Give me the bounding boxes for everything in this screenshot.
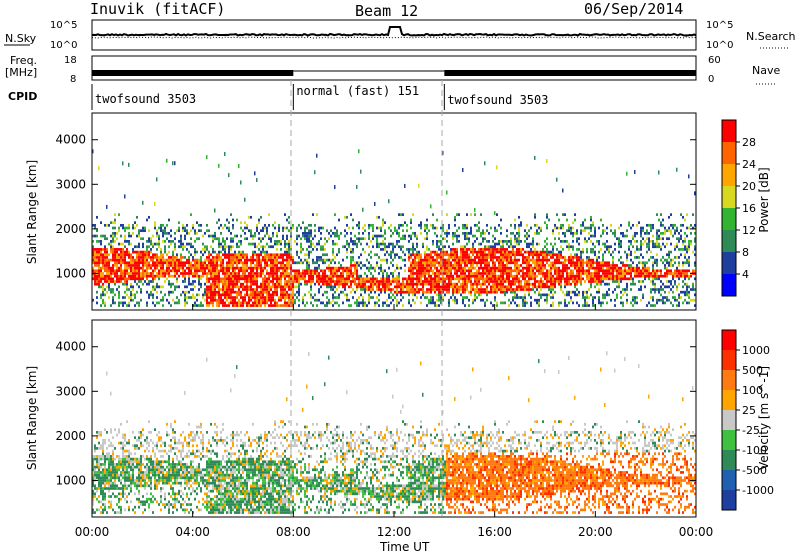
beam-title: Beam 12: [355, 2, 418, 20]
power-colorbar-label: Power [dB]: [757, 167, 771, 232]
colorbar-tick-label: 1000: [742, 344, 770, 357]
colorbar-tick-label: 28: [742, 136, 756, 149]
y-tick-label: 1000: [55, 473, 86, 487]
colorbar-segment: [722, 350, 736, 371]
colorbar-tick-label: 25: [742, 404, 756, 417]
cpid-segment-label: twofsound 3503: [95, 92, 196, 106]
nsky-label: N.Sky: [5, 32, 37, 45]
colorbar-segment: [722, 230, 736, 253]
nave-tick-low: 0: [708, 74, 714, 85]
cpid-segments: twofsound 3503 normal (fast) 151 twofsound…: [91, 84, 548, 110]
nsearch-label: N.Search: [746, 30, 796, 43]
colorbar-tick-label: 8: [742, 246, 749, 259]
x-axis-label: Time UT: [379, 540, 430, 554]
colorbar-segment: [722, 120, 736, 143]
y-tick-label: 4000: [55, 340, 86, 354]
colorbar-tick-label: -25: [742, 424, 760, 437]
colorbar-segment: [722, 410, 736, 431]
colorbar-tick-label: 20: [742, 180, 756, 193]
cpid-segment-label: twofsound 3503: [447, 93, 548, 107]
colorbar-tick-label: -500: [742, 464, 767, 477]
colorbar-segment: [722, 164, 736, 187]
nsearch-tick-high: 10^5: [706, 20, 733, 31]
colorbar-tick-label: -100: [742, 444, 767, 457]
colorbar-segment: [722, 390, 736, 411]
x-tick-label: 16:00: [477, 525, 512, 539]
station-title: Inuvik (fitACF): [90, 0, 225, 18]
colorbar-tick-label: 24: [742, 158, 756, 171]
freq-panel-frame: [91, 55, 697, 81]
nsky-tick-high: 10^5: [50, 20, 77, 31]
velocity-colorbar-label: Velocity [m s^-1]: [757, 366, 771, 470]
y-tick-label: 4000: [55, 133, 86, 147]
x-axis-ticks: 00:00 04:00 08:00 12:00 16:00 20:00 00:00: [75, 304, 714, 539]
power-colorbar: 28 24 20 16 12 8 4: [721, 119, 756, 297]
x-tick-label: 12:00: [377, 525, 412, 539]
colorbar-segment: [722, 186, 736, 209]
nsky-trace: [91, 26, 697, 37]
colorbar-segment: [722, 490, 736, 511]
x-tick-label: 00:00: [75, 525, 110, 539]
cpid-label: CPID: [8, 90, 37, 103]
colorbar-tick-label: 500: [742, 364, 763, 377]
colorbar-segment: [722, 450, 736, 471]
colorbar-segment: [722, 430, 736, 451]
x-tick-label: 04:00: [175, 525, 210, 539]
power-y-ticks: 4000 3000 2000 1000: [55, 133, 696, 280]
colorbar-segment: [722, 330, 736, 351]
freq-label: Freq.: [10, 54, 37, 67]
colorbar-segment: [722, 274, 736, 297]
power-ylabel: Slant Range [km]: [25, 160, 39, 264]
colorbar-tick-label: 12: [742, 224, 756, 237]
y-tick-label: 2000: [55, 429, 86, 443]
nsearch-trace: [91, 36, 697, 39]
colorbar-segment: [722, 252, 736, 275]
y-tick-label: 3000: [55, 177, 86, 191]
colorbar-segment: [722, 470, 736, 491]
nsky-tick-low: 10^0: [50, 40, 77, 51]
date-title: 06/Sep/2014: [584, 0, 683, 18]
velocity-data: [92, 351, 696, 514]
colorbar-segment: [722, 370, 736, 391]
colorbar-frame: [721, 329, 737, 511]
freq-tick-low: 8: [70, 74, 76, 85]
y-tick-label: 2000: [55, 222, 86, 236]
nsearch-tick-low: 10^0: [706, 40, 733, 51]
freq-unit-label: [MHz]: [5, 66, 37, 79]
nave-label: Nave: [752, 64, 780, 77]
y-tick-label: 3000: [55, 384, 86, 398]
velocity-colorbar: 1000 500 100 25 -25 -100 -500 -1000: [721, 329, 774, 511]
colorbar-segment: [722, 142, 736, 165]
colorbar-tick-label: 4: [742, 268, 749, 281]
nave-tick-high: 60: [708, 55, 721, 66]
x-tick-label: 08:00: [276, 525, 311, 539]
freq-tick-high: 18: [64, 55, 77, 66]
velocity-ylabel: Slant Range [km]: [25, 366, 39, 470]
colorbar-tick-label: -1000: [742, 484, 774, 497]
power-data: [92, 149, 696, 307]
y-tick-label: 1000: [55, 266, 86, 280]
velocity-y-ticks: 4000 3000 2000 1000: [55, 340, 696, 487]
colorbar-segment: [722, 208, 736, 231]
colorbar-tick-label: 16: [742, 202, 756, 215]
x-tick-label: 20:00: [578, 525, 613, 539]
x-tick-label: 00:00: [679, 525, 714, 539]
cpid-segment-label: normal (fast) 151: [296, 84, 419, 98]
colorbar-tick-label: 100: [742, 384, 763, 397]
